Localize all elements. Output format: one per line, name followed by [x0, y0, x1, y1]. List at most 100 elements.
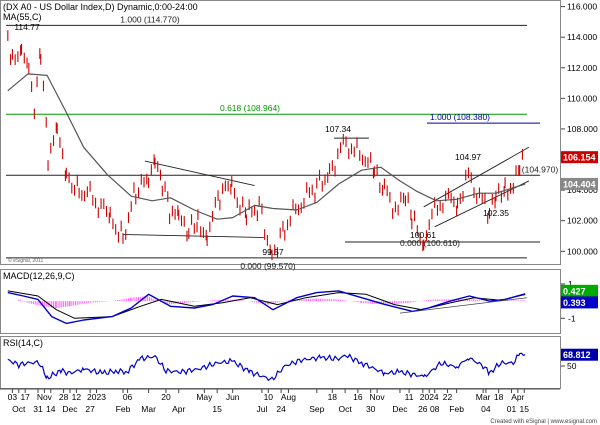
- x-tick-label: 15: [520, 404, 530, 414]
- level-label-1: 0.618 (108.964): [220, 103, 280, 113]
- x-tick-label: Mar: [476, 392, 491, 402]
- annotation-3: 102.35: [483, 208, 509, 218]
- macd-line: [7, 290, 526, 325]
- fib-levels: 1.000 (114.770) 0.618 (108.964) 1.000 (108…: [6, 14, 558, 271]
- macd-badge-bg: [561, 284, 598, 297]
- annotation-0: 114.77: [14, 22, 40, 32]
- trendline-3: [423, 146, 530, 208]
- x-tick-label: 20: [161, 392, 171, 402]
- annotation-1: 107.34: [325, 124, 351, 134]
- x-tick-label: 17: [20, 392, 30, 402]
- x-tick-label: Jul: [256, 404, 267, 414]
- rsi-series-group: [7, 352, 526, 382]
- rsi-y-axis: 50: [561, 361, 577, 371]
- macd-y-tick-label: 1: [568, 279, 573, 289]
- x-tick-label: Jun: [226, 392, 240, 402]
- rsi-y-tick-label: 50: [567, 361, 577, 371]
- x-tick-label: 27: [85, 404, 95, 414]
- price-series-group: [7, 30, 526, 261]
- annotation-4: 100.61: [410, 230, 436, 240]
- annotation-5: 99.57: [262, 247, 284, 257]
- y-tick-label: 100.000: [567, 246, 598, 256]
- price-badge-bg: [561, 151, 598, 164]
- x-tick-label: Apr: [172, 404, 185, 414]
- level-label-0: 1.000 (114.770): [120, 14, 180, 24]
- ma-label: MA(55,C): [3, 12, 42, 22]
- x-tick-label: Dec: [62, 404, 78, 414]
- x-tick-label: 2023: [87, 392, 106, 402]
- x-tick-label: Feb: [116, 404, 131, 414]
- x-tick-label: 12: [72, 392, 82, 402]
- rsi-badge-bg: [561, 348, 598, 361]
- trendline-0: [144, 160, 255, 186]
- x-tick-label: Oct: [12, 404, 26, 414]
- ma-badge-bg: [561, 177, 598, 190]
- x-tick-label: Dec: [392, 404, 408, 414]
- macd-title: MACD(12,26,9,C): [3, 271, 75, 281]
- rsi-badges: 68.812: [561, 348, 598, 361]
- x-tick-label: 24: [276, 404, 286, 414]
- macd-badge: 0.427: [563, 286, 586, 296]
- macd-trendline: [399, 297, 528, 314]
- x-tick-label: 08: [430, 404, 440, 414]
- x-tick-label: 30: [366, 404, 376, 414]
- price-panel: [0, 0, 561, 265]
- x-tick-label: 14: [46, 404, 56, 414]
- level-label-5: 0.000 (99.570): [240, 261, 295, 271]
- x-tick-label: 31: [33, 404, 43, 414]
- rsi-panel: [0, 336, 561, 389]
- watermark: © eSignal, 2011: [8, 257, 44, 264]
- x-tick-label: May: [196, 392, 213, 402]
- x-tick-label: 2024: [420, 392, 439, 402]
- price-badges: 106.154 104.404: [561, 151, 598, 190]
- trendline-1: [122, 234, 264, 238]
- y-tick-label: 110.000: [567, 93, 597, 103]
- x-tick-label: Sep: [309, 404, 324, 414]
- x-tick-label: 04: [481, 404, 491, 414]
- price-annotations: 114.77 107.34 104.97 102.35 100.61 99.57: [14, 22, 509, 257]
- x-tick-label: Nov: [370, 392, 386, 402]
- x-tick-label: 18: [494, 392, 504, 402]
- rsi-title: RSI(14,C): [3, 338, 43, 348]
- x-tick-label: 11: [405, 392, 414, 402]
- level-label-4: 0.000 (100.610): [400, 238, 460, 248]
- x-tick-label: Apr: [511, 392, 524, 402]
- rsi-badge: 68.812: [563, 350, 591, 360]
- macd-signal-badge-bg: [561, 296, 598, 309]
- x-tick-label: 26: [418, 404, 428, 414]
- x-tick-label: 16: [353, 392, 363, 402]
- y-tick-label: 112.000: [567, 63, 597, 73]
- x-tick-label: Oct: [338, 404, 352, 414]
- x-tick-label: 15: [212, 404, 222, 414]
- ma-badge: 104.404: [563, 179, 596, 189]
- x-axis: 03Oct1731Nov1428Dec12272023Feb06Mar20Apr…: [0, 388, 560, 414]
- macd-signal-line: [7, 290, 526, 319]
- x-tick-label: Feb: [449, 404, 464, 414]
- x-tick-label: 01: [507, 404, 517, 414]
- annotation-2: 104.97: [455, 152, 481, 162]
- price-y-axis: 116.000114.000112.000110.000108.000106.0…: [561, 2, 598, 256]
- rsi-line: [7, 352, 526, 382]
- x-tick-label: 03: [8, 392, 18, 402]
- x-tick-label: 18: [328, 392, 338, 402]
- x-tick-label: Aug: [281, 392, 296, 402]
- y-tick-label: 116.000: [567, 2, 597, 12]
- x-tick-label: 10: [264, 392, 274, 402]
- macd-y-tick-label: -1: [568, 313, 576, 323]
- level-label-2: 1.000 (108.380): [430, 112, 490, 122]
- y-tick-label: 102.000: [567, 216, 598, 226]
- macd-signal-badge: 0.393: [563, 298, 586, 308]
- x-tick-label: 22: [443, 392, 453, 402]
- macd-badges: 0.427 0.393: [561, 284, 598, 309]
- chart-title: (DX A0 - US Dollar Index,D) Dynamic,0:00…: [3, 2, 198, 12]
- price-badge: 106.154: [563, 153, 596, 163]
- y-tick-label: 104.000: [567, 185, 598, 195]
- x-tick-label: 06: [123, 392, 133, 402]
- ma-line: [7, 73, 526, 220]
- x-tick-label: Nov: [37, 392, 53, 402]
- x-tick-label: Mar: [141, 404, 156, 414]
- y-tick-label: 108.000: [567, 124, 598, 134]
- footer-credit: Created with eSignal | www.esignal.com: [490, 419, 597, 425]
- y-tick-label: 114.000: [567, 32, 597, 42]
